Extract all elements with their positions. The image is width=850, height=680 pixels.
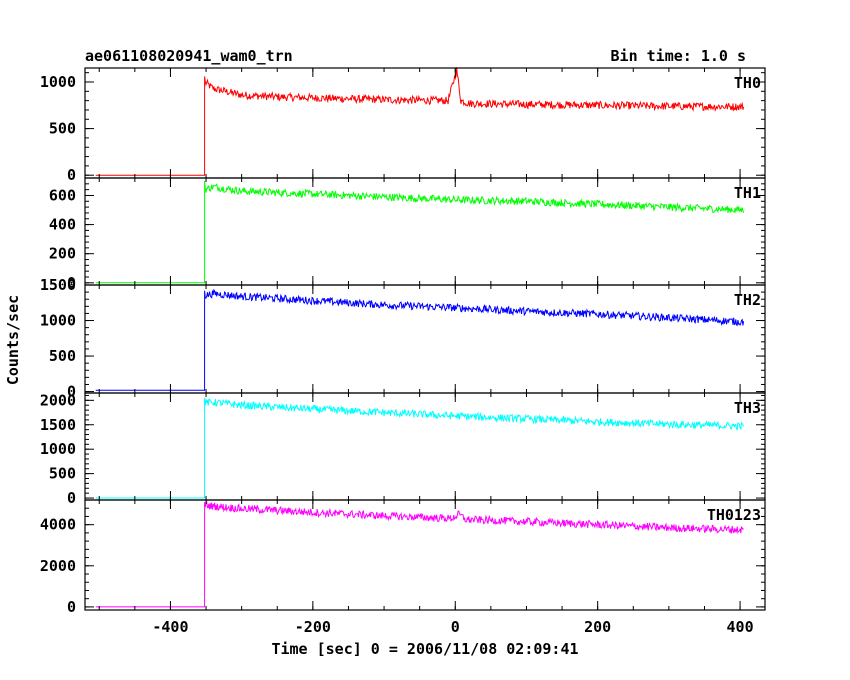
panel-frame: [84, 67, 766, 179]
panel-frame: [84, 392, 766, 501]
y-tick-label: 1500: [40, 276, 76, 294]
panel-frame: [84, 499, 766, 611]
panel-th3: 0 500 1000 1500 2000 TH3: [40, 391, 766, 507]
x-tick-label: 200: [584, 618, 611, 636]
y-tick-label: 0: [67, 274, 76, 292]
x-tick-label: 0: [451, 618, 460, 636]
y-tick-label: 0: [67, 489, 76, 507]
x-tick-label: 400: [727, 618, 754, 636]
y-tick-label: 400: [49, 216, 76, 234]
panel-th0: 0 500 1000 TH0: [40, 67, 766, 184]
y-tick-label: 500: [49, 120, 76, 138]
bin-time-label: Bin time: 1.0 s: [611, 47, 746, 65]
y-tick-label: 1000: [40, 312, 76, 330]
series-label-th0123: TH0123: [707, 506, 761, 524]
panel-th1: 0 200 400 600 TH1: [49, 177, 766, 292]
series-label-th0: TH0: [734, 74, 761, 92]
x-tick-label: -400: [152, 618, 188, 636]
chart-title: ae061108020941_wam0_trn: [85, 47, 293, 65]
y-tick-label: 4000: [40, 516, 76, 534]
y-tick-label: 500: [49, 465, 76, 483]
series-line-th3: [95, 397, 745, 499]
series-line-th2: [95, 288, 745, 391]
y-tick-label: 1500: [40, 416, 76, 434]
y-tick-label: 200: [49, 245, 76, 263]
y-tick-label: 500: [49, 347, 76, 365]
series-line-th0: [95, 67, 745, 176]
y-tick-label: 2000: [40, 391, 76, 409]
series-line-th1: [95, 180, 745, 284]
series-line-th0123: [95, 500, 744, 608]
y-tick-label: 600: [49, 186, 76, 204]
y-tick-label: 1000: [40, 440, 76, 458]
panel-th0123: 0 2000 4000 TH0123: [40, 499, 766, 616]
panel-th2: 0 500 1000 1500 TH2: [40, 276, 766, 401]
x-axis-label: Time [sec] 0 = 2006/11/08 02:09:41: [271, 640, 578, 658]
y-tick-label: 0: [67, 383, 76, 401]
panel-frame: [84, 284, 766, 394]
series-label-th3: TH3: [734, 399, 761, 417]
y-axis-label: Counts/sec: [4, 295, 22, 385]
x-tick-label: -200: [295, 618, 331, 636]
series-label-th1: TH1: [734, 184, 761, 202]
y-tick-label: 2000: [40, 557, 76, 575]
series-label-th2: TH2: [734, 291, 761, 309]
panel-frame: [84, 177, 766, 286]
y-tick-label: 1000: [40, 73, 76, 91]
y-tick-label: 0: [67, 166, 76, 184]
y-tick-label: 0: [67, 598, 76, 616]
